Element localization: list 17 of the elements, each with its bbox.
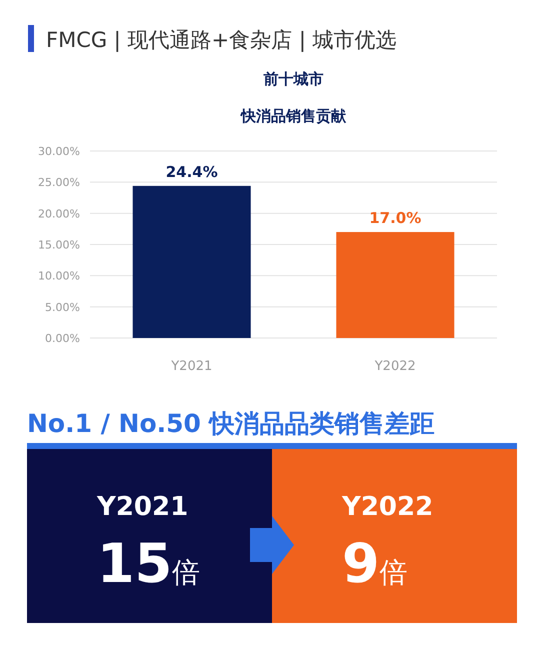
y-tick-label: 25.00% [38, 176, 80, 190]
data-label: 15倍 [97, 532, 200, 595]
data-label: 17.0% [369, 209, 422, 228]
data-label: 9倍 [342, 532, 408, 595]
text: FMCG | 现代通路+食杂店 | 城市优选 [46, 28, 397, 52]
data-label: 24.4% [166, 162, 218, 181]
category-label: Y2021 [96, 492, 188, 522]
y-tick-label: 20.00% [38, 207, 80, 220]
y-tick-label: 5.00% [45, 300, 80, 314]
category-label: Y2022 [341, 492, 434, 522]
text: No.1 / No.50 快消品品类销售差距 [27, 409, 435, 438]
y-tick-label: 30.00% [38, 145, 80, 158]
y-tick-label: 0.00% [45, 332, 80, 345]
y-tick-label: 10.00% [38, 270, 80, 283]
y-tick-label: 15.00% [38, 238, 80, 252]
chart-title: 前十城市 [262, 70, 324, 88]
chart-subtitle: 快消品销售贡献 [240, 107, 347, 125]
